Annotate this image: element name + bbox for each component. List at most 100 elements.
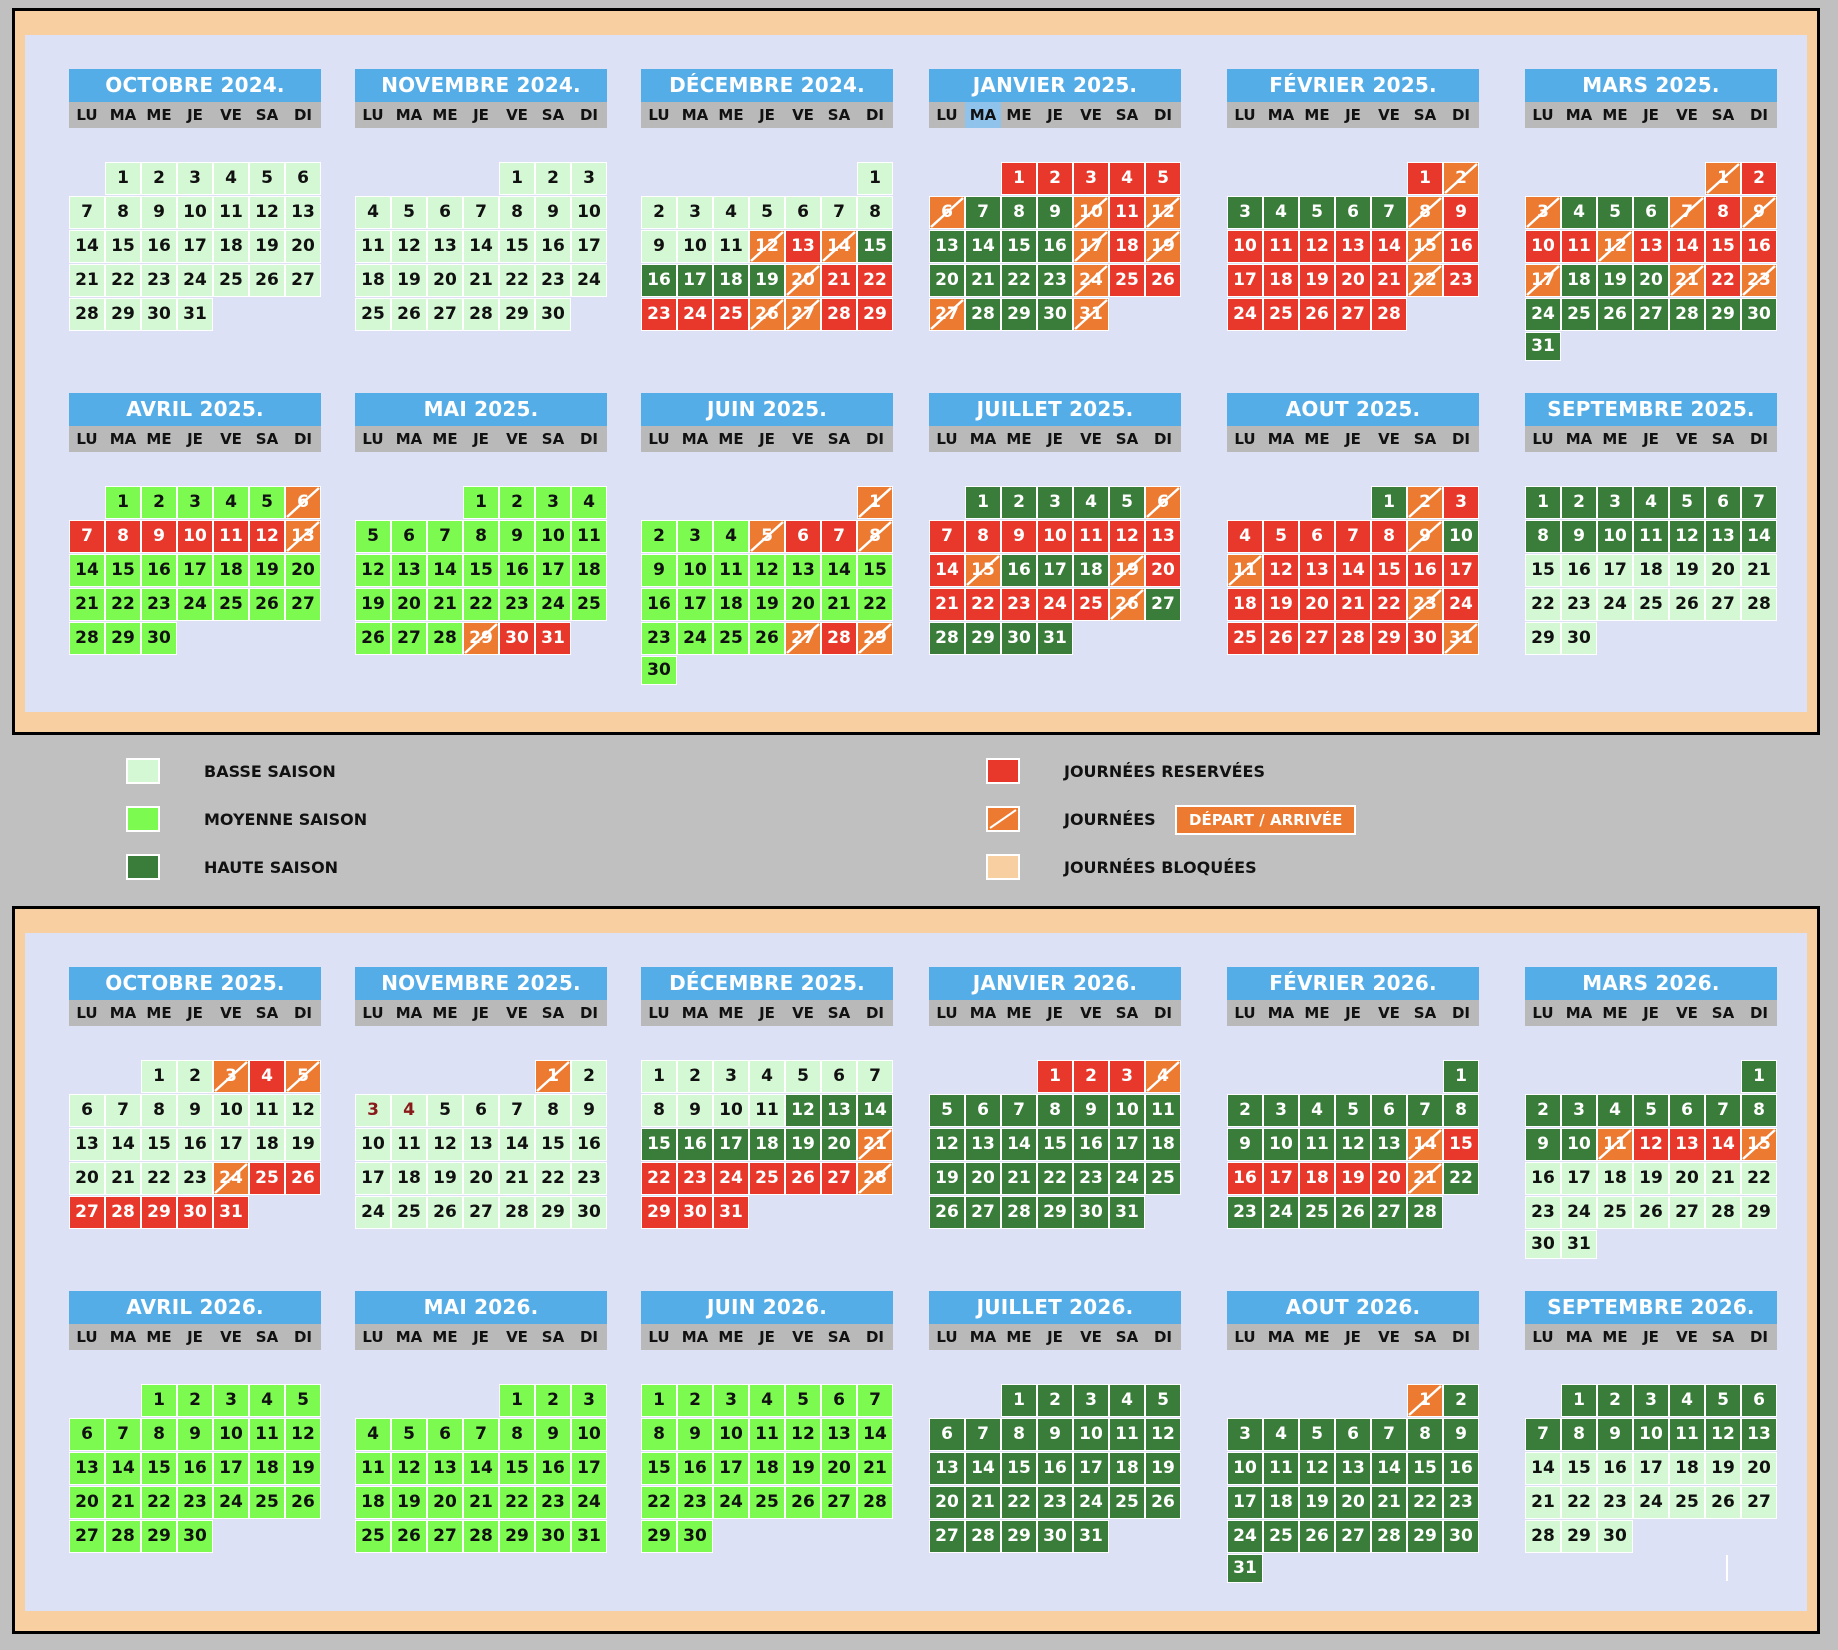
day-cell[interactable]: 22 <box>1525 588 1561 621</box>
day-cell[interactable]: 12 <box>1669 520 1705 553</box>
day-cell[interactable]: 5 <box>1299 196 1335 229</box>
day-cell[interactable]: 6 <box>785 520 821 553</box>
day-cell[interactable]: 25 <box>355 1520 391 1553</box>
day-cell[interactable]: 9 <box>141 196 177 229</box>
day-cell[interactable]: 25 <box>713 622 749 655</box>
day-cell[interactable]: 3 <box>1227 1418 1263 1451</box>
day-cell[interactable]: 4 <box>1109 162 1145 195</box>
day-cell[interactable]: 20 <box>785 588 821 621</box>
day-cell[interactable]: 21 <box>857 1452 893 1485</box>
day-cell[interactable]: 21 <box>105 1486 141 1519</box>
day-cell[interactable]: 3 <box>1037 486 1073 519</box>
day-cell[interactable]: 19 <box>749 264 785 297</box>
day-cell[interactable]: 5 <box>1633 1094 1669 1127</box>
day-cell[interactable]: 2 <box>1443 162 1479 195</box>
day-cell[interactable]: 21 <box>1525 1486 1561 1519</box>
day-cell[interactable]: 25 <box>713 298 749 331</box>
day-cell[interactable]: 1 <box>1407 162 1443 195</box>
day-cell[interactable]: 29 <box>965 622 1001 655</box>
day-cell[interactable]: 1 <box>1371 486 1407 519</box>
day-cell[interactable]: 6 <box>1335 1418 1371 1451</box>
day-cell[interactable]: 29 <box>463 622 499 655</box>
day-cell[interactable]: 30 <box>499 622 535 655</box>
day-cell[interactable]: 9 <box>641 230 677 263</box>
day-cell[interactable]: 28 <box>1001 1196 1037 1229</box>
day-cell[interactable]: 6 <box>391 520 427 553</box>
day-cell[interactable]: 4 <box>213 486 249 519</box>
day-cell[interactable]: 26 <box>355 622 391 655</box>
day-cell[interactable]: 24 <box>1263 1196 1299 1229</box>
day-cell[interactable]: 26 <box>1335 1196 1371 1229</box>
day-cell[interactable]: 1 <box>1525 486 1561 519</box>
day-cell[interactable]: 24 <box>213 1486 249 1519</box>
day-cell[interactable]: 11 <box>1263 230 1299 263</box>
day-cell[interactable]: 20 <box>821 1128 857 1161</box>
day-cell[interactable]: 20 <box>1299 588 1335 621</box>
day-cell[interactable]: 13 <box>463 1128 499 1161</box>
day-cell[interactable]: 30 <box>1037 1520 1073 1553</box>
day-cell[interactable]: 21 <box>463 1486 499 1519</box>
day-cell[interactable]: 11 <box>1299 1128 1335 1161</box>
day-cell[interactable]: 7 <box>1371 1418 1407 1451</box>
day-cell[interactable]: 9 <box>641 554 677 587</box>
day-cell[interactable]: 18 <box>213 230 249 263</box>
day-cell[interactable]: 22 <box>141 1486 177 1519</box>
day-cell[interactable]: 26 <box>1299 298 1335 331</box>
day-cell[interactable]: 19 <box>1299 1486 1335 1519</box>
day-cell[interactable]: 3 <box>1227 196 1263 229</box>
day-cell[interactable]: 12 <box>1263 554 1299 587</box>
day-cell[interactable]: 19 <box>1669 554 1705 587</box>
day-cell[interactable]: 31 <box>1109 1196 1145 1229</box>
day-cell[interactable]: 4 <box>1669 1384 1705 1417</box>
day-cell[interactable]: 18 <box>1669 1452 1705 1485</box>
day-cell[interactable]: 31 <box>1525 332 1561 361</box>
day-cell[interactable]: 19 <box>285 1452 321 1485</box>
day-cell[interactable]: 17 <box>1037 554 1073 587</box>
day-cell[interactable]: 17 <box>713 1128 749 1161</box>
day-cell[interactable]: 7 <box>857 1384 893 1417</box>
day-cell[interactable]: 25 <box>1145 1162 1181 1195</box>
day-cell[interactable]: 2 <box>641 196 677 229</box>
day-cell[interactable]: 30 <box>1525 1230 1561 1259</box>
day-cell[interactable]: 23 <box>1525 1196 1561 1229</box>
day-cell[interactable]: 11 <box>355 1452 391 1485</box>
day-cell[interactable]: 18 <box>1227 588 1263 621</box>
day-cell[interactable]: 12 <box>249 196 285 229</box>
day-cell[interactable]: 28 <box>965 1520 1001 1553</box>
day-cell[interactable]: 5 <box>249 486 285 519</box>
day-cell[interactable]: 9 <box>177 1418 213 1451</box>
day-cell[interactable]: 1 <box>1001 162 1037 195</box>
day-cell[interactable]: 29 <box>1037 1196 1073 1229</box>
day-cell[interactable]: 25 <box>355 298 391 331</box>
day-cell[interactable]: 27 <box>1669 1196 1705 1229</box>
day-cell[interactable]: 12 <box>1145 196 1181 229</box>
day-cell[interactable]: 26 <box>285 1162 321 1195</box>
day-cell[interactable]: 26 <box>1299 1520 1335 1553</box>
day-cell[interactable]: 15 <box>1443 1128 1479 1161</box>
day-cell[interactable]: 21 <box>1407 1162 1443 1195</box>
day-cell[interactable]: 15 <box>1561 1452 1597 1485</box>
day-cell[interactable]: 5 <box>427 1094 463 1127</box>
day-cell[interactable]: 23 <box>1443 1486 1479 1519</box>
day-cell[interactable]: 4 <box>713 520 749 553</box>
day-cell[interactable]: 27 <box>929 1520 965 1553</box>
day-cell[interactable]: 2 <box>1561 486 1597 519</box>
day-cell[interactable]: 7 <box>1371 196 1407 229</box>
day-cell[interactable]: 9 <box>677 1094 713 1127</box>
day-cell[interactable]: 28 <box>965 298 1001 331</box>
day-cell[interactable]: 29 <box>141 1520 177 1553</box>
day-cell[interactable]: 25 <box>749 1162 785 1195</box>
day-cell[interactable]: 15 <box>857 230 893 263</box>
day-cell[interactable]: 4 <box>713 196 749 229</box>
day-cell[interactable]: 30 <box>177 1520 213 1553</box>
day-cell[interactable]: 16 <box>677 1128 713 1161</box>
day-cell[interactable]: 8 <box>1443 1094 1479 1127</box>
day-cell[interactable]: 23 <box>1443 264 1479 297</box>
day-cell[interactable]: 20 <box>463 1162 499 1195</box>
day-cell[interactable]: 16 <box>677 1452 713 1485</box>
day-cell[interactable]: 1 <box>1443 1060 1479 1093</box>
day-cell[interactable]: 3 <box>571 1384 607 1417</box>
day-cell[interactable]: 18 <box>1109 230 1145 263</box>
day-cell[interactable]: 28 <box>427 622 463 655</box>
day-cell[interactable]: 15 <box>641 1128 677 1161</box>
